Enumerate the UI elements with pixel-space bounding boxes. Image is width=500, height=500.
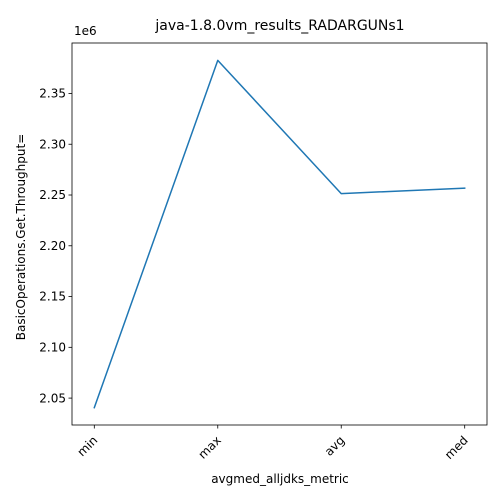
x-tick-label: avg — [322, 433, 348, 459]
y-tick-label: 2.30 — [39, 137, 66, 151]
y-tick-label: 2.25 — [39, 188, 66, 202]
y-tick-label: 2.20 — [39, 239, 66, 253]
series-line — [93, 59, 466, 409]
y-tick-label: 2.05 — [39, 391, 66, 405]
y-axis-title: BasicOperations.Get.Throughput= — [14, 134, 28, 341]
y-tick-label: 2.35 — [39, 87, 66, 101]
y-tick-label: 2.15 — [39, 290, 66, 304]
chart-title: java-1.8.0vm_results_RADARGUNs1 — [154, 18, 404, 34]
x-tick-label: min — [75, 433, 101, 459]
x-tick-label: med — [442, 433, 471, 462]
y-tick-label: 2.10 — [39, 341, 66, 355]
x-tick-label: max — [195, 433, 223, 461]
x-axis-title: avgmed_alljdks_metric — [211, 472, 349, 486]
axes-frame — [71, 42, 488, 426]
plot-area: 2.05 2.10 2.15 2.20 2.25 2.30 2.35 min max avg med — [39, 42, 488, 462]
y-offset-label: 1e6 — [74, 24, 97, 38]
